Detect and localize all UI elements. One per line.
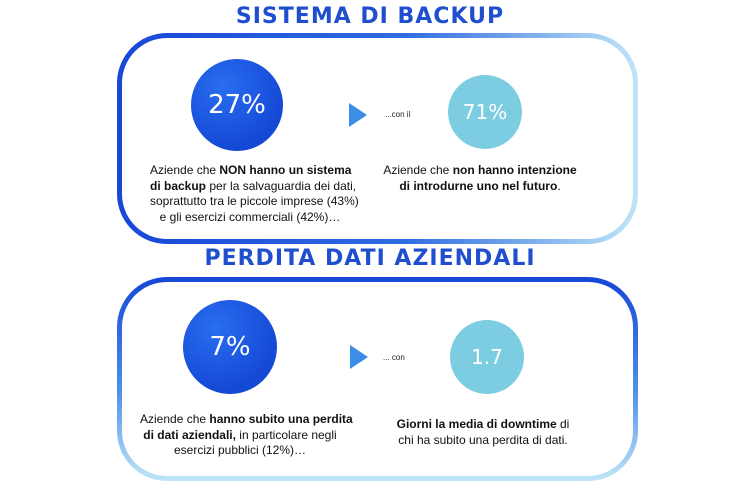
stat-value: 27%	[208, 90, 266, 120]
description-line: e gli esercizi commerciali (42%)…	[150, 210, 350, 226]
text-segment: di introdurne uno nel futuro	[399, 178, 558, 193]
section-title-backup: Sistema di Backup	[235, 4, 505, 29]
text-segment: in particolare negli	[235, 427, 337, 442]
text-segment: esercizi pubblici (12%)…	[173, 443, 307, 457]
text-segment: Giorni la media di downtime	[396, 417, 557, 431]
description-line: Giorni la media di downtime di	[383, 417, 583, 433]
text-segment: Aziende che	[140, 412, 210, 426]
arrow-right-icon	[349, 103, 367, 127]
secondary-description: Aziende che non hanno intenzione di intro…	[380, 163, 580, 194]
stat-circle-downtime: 1.7	[450, 320, 524, 394]
stat-circle-no-intention: 71%	[448, 75, 522, 149]
description-line: di backup per la salvaguardia dei dati,	[150, 178, 356, 195]
connector-text: ...con il	[385, 110, 411, 119]
text-segment: non hanno intenzione	[452, 163, 577, 177]
stat-value: 1.7	[471, 345, 503, 369]
text-segment: .	[557, 178, 561, 193]
connector-text: ... con	[383, 353, 405, 362]
text-segment: soprattutto tra le piccole imprese (43%)	[150, 194, 359, 208]
description-line: soprattutto tra le piccole imprese (43%)	[150, 194, 359, 210]
text-segment: e gli esercizi commerciali (42%)…	[159, 209, 341, 224]
description-line: di introdurne uno nel futuro.	[380, 179, 580, 195]
stat-circle-data-loss: 7%	[183, 300, 277, 394]
stat-value: 7%	[209, 332, 251, 362]
text-segment: Aziende che	[150, 163, 220, 177]
main-description: Aziende che NON hanno un sistema di backu…	[150, 163, 359, 226]
text-segment: di backup	[150, 178, 207, 193]
text-segment: di	[556, 417, 570, 431]
description-line: esercizi pubblici (12%)…	[140, 443, 340, 459]
description-line: di dati aziendali, in particolare negli	[140, 428, 340, 444]
description-line: Aziende che hanno subito una perdita	[140, 412, 353, 428]
arrow-right-icon	[350, 345, 368, 369]
description-line: Aziende che non hanno intenzione	[380, 163, 580, 179]
text-segment: NON hanno un sistema	[219, 163, 352, 177]
description-line: Aziende che NON hanno un sistema	[150, 163, 352, 179]
stat-value: 71%	[462, 100, 508, 124]
section-title-data-loss: Perdita dati aziendali	[204, 246, 536, 271]
stat-circle-no-backup: 27%	[191, 59, 283, 151]
text-segment: chi ha subito una perdita di dati.	[398, 432, 568, 447]
main-description: Aziende che hanno subito una perdita di d…	[140, 412, 353, 459]
text-segment: Aziende che	[383, 163, 453, 177]
description-line: chi ha subito una perdita di dati.	[383, 433, 583, 449]
text-segment: di dati aziendali,	[143, 427, 236, 442]
text-segment: hanno subito una perdita	[209, 412, 353, 426]
secondary-description: Giorni la media di downtime di chi ha sub…	[383, 417, 583, 448]
text-segment: per la salvaguardia dei dati,	[206, 178, 357, 193]
